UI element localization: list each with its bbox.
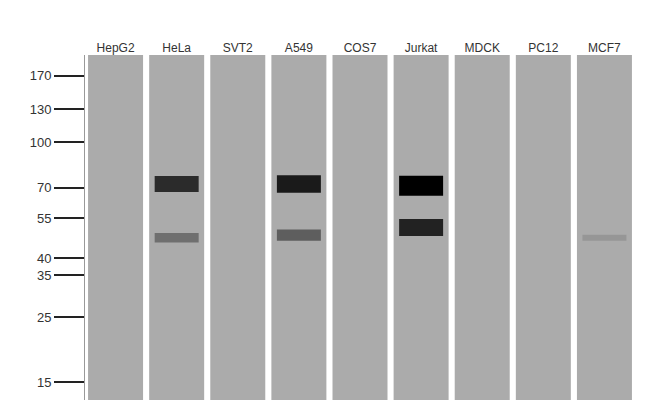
- svg-text:170: 170: [30, 68, 52, 83]
- svg-text:MCF7: MCF7: [588, 41, 621, 55]
- svg-text:100: 100: [30, 135, 52, 150]
- svg-text:HepG2: HepG2: [97, 41, 135, 55]
- svg-text:COS7: COS7: [344, 41, 377, 55]
- svg-text:25: 25: [37, 310, 51, 325]
- svg-text:15: 15: [37, 374, 51, 389]
- svg-text:SVT2: SVT2: [223, 41, 253, 55]
- svg-text:A549: A549: [285, 41, 313, 55]
- svg-text:55: 55: [37, 211, 51, 226]
- svg-text:130: 130: [30, 102, 52, 117]
- svg-text:PC12: PC12: [528, 41, 558, 55]
- svg-text:40: 40: [37, 251, 51, 266]
- svg-text:MDCK: MDCK: [465, 41, 500, 55]
- svg-text:35: 35: [37, 268, 51, 283]
- svg-text:HeLa: HeLa: [162, 41, 191, 55]
- svg-text:Jurkat: Jurkat: [405, 41, 438, 55]
- svg-text:70: 70: [37, 180, 51, 195]
